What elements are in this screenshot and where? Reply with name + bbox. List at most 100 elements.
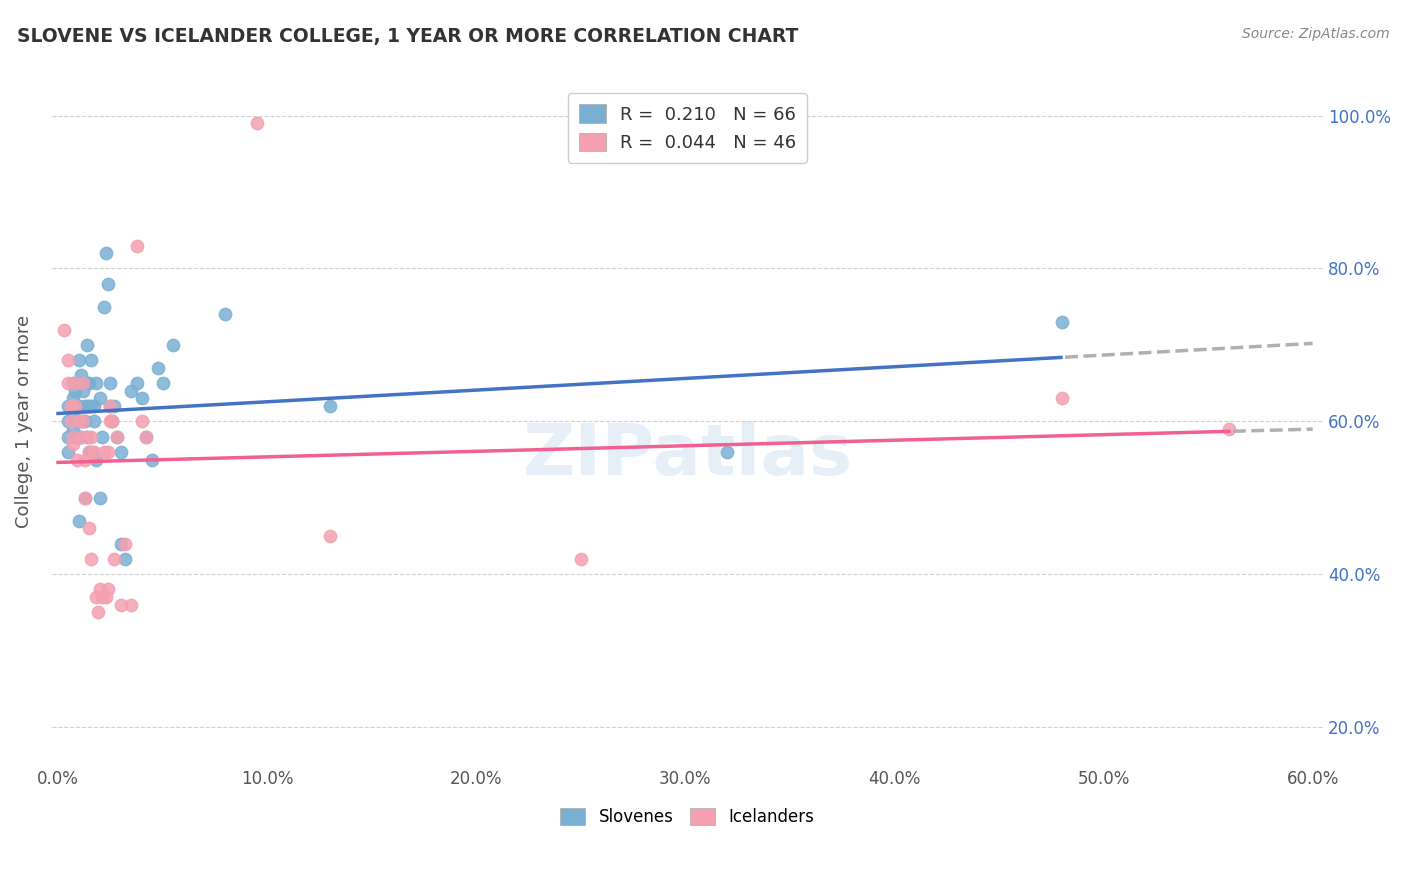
Point [67,376,90,390]
Point [79,445,101,459]
Text: SLOVENE VS ICELANDER COLLEGE, 1 YEAR OR MORE CORRELATION CHART: SLOVENE VS ICELANDER COLLEGE, 1 YEAR OR … [17,27,799,45]
Point [120,598,142,612]
Text: Source: ZipAtlas.com: Source: ZipAtlas.com [1241,27,1389,41]
Point [58,353,80,368]
Point [83,399,105,413]
Point [1050,315,1073,329]
Point [84,376,107,390]
Point [59,399,82,413]
Point [76,429,98,443]
Point [62,437,84,451]
Point [62,392,84,406]
Point [66,414,89,428]
Point [58,414,80,428]
Text: ZIPatlas: ZIPatlas [523,421,852,491]
Point [148,360,170,375]
Point [103,552,125,566]
Legend: Slovenes, Icelanders: Slovenes, Icelanders [554,801,821,832]
Point [63,384,86,398]
Point [75,399,97,413]
Point [63,414,86,428]
Point [93,445,115,459]
Point [91,590,114,604]
Point [70,429,93,443]
Point [91,429,114,443]
Point [110,445,132,459]
Point [67,399,90,413]
Point [127,238,149,252]
Point [62,407,84,421]
Point [97,582,120,597]
Point [59,414,82,428]
Point [101,414,124,428]
Point [70,414,93,428]
Point [93,300,115,314]
Point [94,246,117,260]
Point [75,452,97,467]
Point [58,445,80,459]
Point [79,376,101,390]
Point [1050,392,1073,406]
Point [131,414,153,428]
Point [62,376,84,390]
Point [76,376,98,390]
Point [98,376,121,390]
Point [101,414,124,428]
Point [120,384,142,398]
Point [75,414,97,428]
Point [98,399,121,413]
Point [72,414,94,428]
Point [319,529,342,543]
Point [66,452,89,467]
Point [75,491,97,505]
Point [141,452,163,467]
Y-axis label: College, 1 year or more: College, 1 year or more [15,315,32,528]
Point [76,399,98,413]
Point [72,414,94,428]
Point [67,429,90,443]
Point [89,392,111,406]
Point [214,307,236,321]
Point [135,429,157,443]
Point [97,277,120,291]
Point [63,376,86,390]
Point [62,429,84,443]
Point [58,376,80,390]
Point [80,353,103,368]
Point [89,582,111,597]
Point [162,338,184,352]
Point [62,422,84,436]
Point [135,429,157,443]
Point [98,414,121,428]
Point [152,376,174,390]
Point [103,399,125,413]
Point [87,605,110,619]
Point [76,429,98,443]
Point [66,399,89,413]
Point [67,514,90,528]
Point [80,429,103,443]
Point [84,590,107,604]
Point [716,445,738,459]
Point [1218,422,1240,436]
Point [70,429,93,443]
Point [83,445,105,459]
Point [105,429,128,443]
Point [97,445,120,459]
Point [83,414,105,428]
Point [114,536,136,550]
Point [80,445,103,459]
Point [79,399,101,413]
Point [67,353,90,368]
Point [75,491,97,505]
Point [80,399,103,413]
Point [76,338,98,352]
Point [67,414,90,428]
Point [72,376,94,390]
Point [70,368,93,383]
Point [114,552,136,566]
Point [80,552,103,566]
Point [127,376,149,390]
Point [246,116,269,130]
Point [72,384,94,398]
